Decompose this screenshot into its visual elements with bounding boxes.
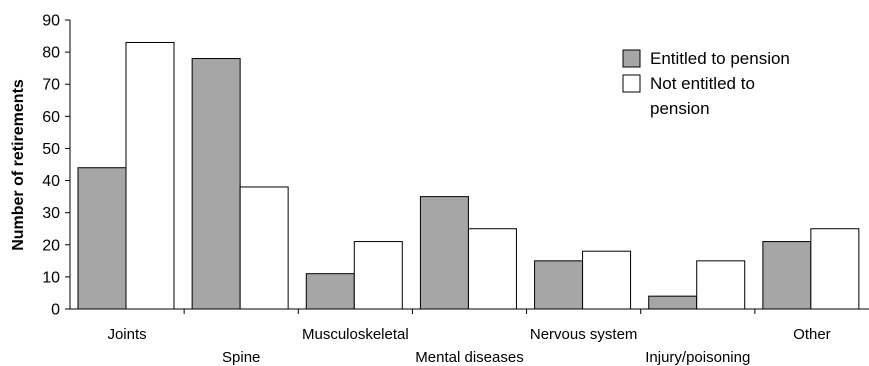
y-tick-label: 20 [42,237,60,254]
y-tick-label: 80 [42,45,60,62]
y-tick-label: 10 [42,269,60,286]
y-tick-label: 70 [42,77,60,94]
bar-entitled [77,167,127,310]
bar-entitled [762,241,812,310]
bar-entitled [191,58,241,310]
y-tick-label: 0 [51,302,60,319]
legend-swatch [622,49,641,68]
y-tick-label: 50 [42,141,60,158]
bar-entitled [419,196,469,310]
bar-not-entitled [239,186,289,310]
legend-label: pension [650,99,710,118]
x-category-label: Injury/poisoning [645,349,750,366]
x-category-label: Joints [107,326,146,343]
y-axis-title: Number of retirements [10,79,27,251]
bar-not-entitled [810,228,860,310]
x-category-label: Mental diseases [415,349,523,366]
bar-entitled [648,295,698,310]
legend: Entitled to pension Not entitled to pensio… [622,49,790,118]
bar-not-entitled [353,241,403,310]
x-category-label: Spine [222,349,260,366]
bar-not-entitled [582,250,632,310]
legend-swatch [622,74,641,93]
x-category-label: Musculoskeletal [302,326,409,343]
y-tick-label: 60 [42,109,60,126]
plot-area: 0 10 20 30 40 50 60 70 80 90 Joints Spine Musculoske… [42,13,869,366]
legend-label: Entitled to pension [650,49,790,68]
x-category-label: Nervous system [530,326,638,343]
bar-not-entitled [696,260,746,310]
x-category-label: Other [793,326,831,343]
bar-not-entitled [467,228,517,310]
bar-not-entitled [125,41,175,310]
bar-entitled [305,273,355,310]
y-tick-label: 40 [42,173,60,190]
y-tick-label: 90 [42,13,60,30]
bar-entitled [534,260,584,310]
y-tick-label: 30 [42,205,60,222]
legend-label: Not entitled to [650,74,755,93]
